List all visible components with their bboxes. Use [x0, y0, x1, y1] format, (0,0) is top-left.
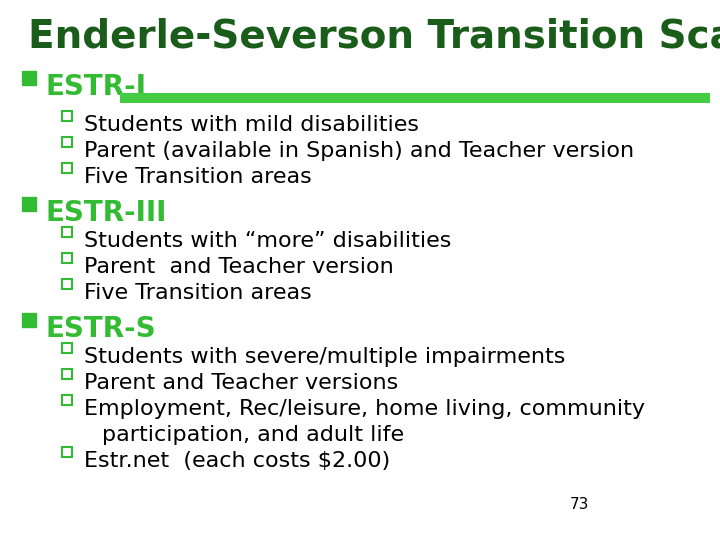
Text: Students with “more” disabilities: Students with “more” disabilities — [84, 231, 451, 251]
FancyBboxPatch shape — [62, 111, 72, 121]
Text: Students with mild disabilities: Students with mild disabilities — [84, 115, 419, 135]
Text: participation, and adult life: participation, and adult life — [102, 425, 404, 445]
Text: Parent  and Teacher version: Parent and Teacher version — [84, 257, 394, 277]
Text: ESTR-S: ESTR-S — [46, 315, 157, 343]
Text: Estr.net  (each costs $2.00): Estr.net (each costs $2.00) — [84, 451, 390, 471]
FancyBboxPatch shape — [22, 313, 36, 327]
FancyBboxPatch shape — [22, 197, 36, 211]
Text: 73: 73 — [570, 497, 590, 512]
Text: Enderle-Severson Transition Scales: Enderle-Severson Transition Scales — [28, 18, 720, 56]
FancyBboxPatch shape — [22, 71, 36, 85]
Text: Parent and Teacher versions: Parent and Teacher versions — [84, 373, 398, 393]
Text: ESTR-III: ESTR-III — [46, 199, 167, 227]
FancyBboxPatch shape — [62, 279, 72, 289]
FancyBboxPatch shape — [62, 227, 72, 237]
FancyBboxPatch shape — [62, 343, 72, 353]
Text: Five Transition areas: Five Transition areas — [84, 283, 312, 303]
Text: Students with severe/multiple impairments: Students with severe/multiple impairment… — [84, 347, 565, 367]
FancyBboxPatch shape — [62, 369, 72, 379]
FancyBboxPatch shape — [62, 395, 72, 405]
FancyBboxPatch shape — [62, 253, 72, 263]
FancyBboxPatch shape — [120, 93, 710, 103]
FancyBboxPatch shape — [62, 137, 72, 147]
Text: Employment, Rec/leisure, home living, community: Employment, Rec/leisure, home living, co… — [84, 399, 645, 419]
Text: ESTR-J: ESTR-J — [46, 73, 147, 101]
Text: Parent (available in Spanish) and Teacher version: Parent (available in Spanish) and Teache… — [84, 141, 634, 161]
Text: Five Transition areas: Five Transition areas — [84, 167, 312, 187]
FancyBboxPatch shape — [62, 163, 72, 173]
FancyBboxPatch shape — [62, 447, 72, 457]
